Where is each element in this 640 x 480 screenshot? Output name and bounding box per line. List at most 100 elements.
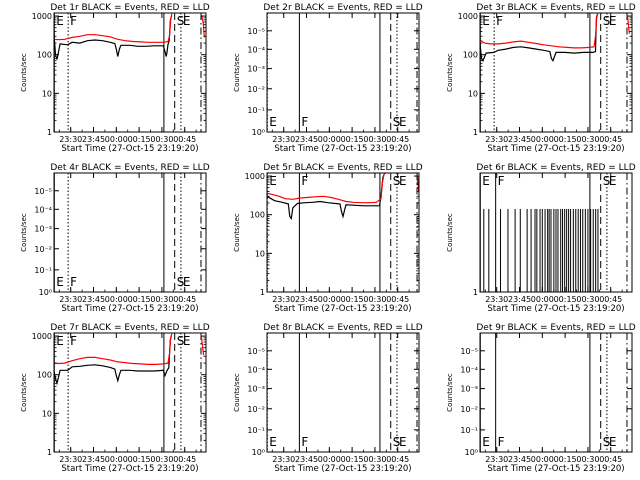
- y-tick-label: 10⁻⁴: [460, 365, 478, 374]
- y-tick-label: 1000: [32, 12, 52, 21]
- series-line-0: [53, 335, 172, 386]
- y-tick-label: 1: [260, 288, 265, 297]
- y-tick-label: 10⁻²: [34, 245, 52, 254]
- x-tick-label: 23:30: [272, 135, 295, 144]
- panel-det-7: Det 7r BLACK = Events, RED = LLD 1 10 100 10…: [20, 323, 210, 474]
- y-tick-label: 100: [250, 211, 265, 220]
- x-tick-label: 00:00: [531, 455, 554, 464]
- panel-det-4: Det 4r BLACK = Events, RED = LLD 10⁰ 10⁻¹ 1…: [20, 163, 210, 314]
- y-axis-label: Counts/sec: [233, 373, 241, 412]
- marker-label-1: F: [301, 174, 308, 188]
- y-axis-label: Counts/sec: [446, 213, 454, 252]
- y-tick-label: 10⁻¹: [460, 426, 478, 435]
- marker-label-4: E: [399, 435, 407, 449]
- y-tick-label: 10⁻³: [247, 65, 265, 74]
- x-tick-label: 00:45: [599, 455, 622, 464]
- series-line-2: [200, 14, 205, 38]
- x-axis-label: Start Time (27-Oct-15 23:19:20): [61, 304, 198, 314]
- x-axis-label: Start Time (27-Oct-15 23:19:20): [487, 464, 624, 474]
- plot-frame: [53, 172, 207, 293]
- y-axis-label: Counts/sec: [20, 53, 28, 92]
- series-line-0: [266, 174, 385, 221]
- marker-label-0: E: [56, 14, 64, 28]
- y-tick-label: 10⁻²: [247, 405, 265, 414]
- x-tick-label: 00:30: [363, 295, 386, 304]
- y-tick-label: 10⁻⁴: [247, 45, 265, 54]
- y-tick-label: 1: [47, 448, 52, 457]
- x-tick-label: 00:15: [128, 455, 151, 464]
- x-tick-label: 23:45: [295, 135, 318, 144]
- marker-label-3: S: [177, 334, 185, 348]
- y-tick-label: 10: [468, 89, 478, 98]
- panel-title: Det 3r BLACK = Events, RED = LLD: [476, 3, 635, 13]
- y-tick-label: 10⁻¹: [247, 426, 265, 435]
- marker-label-1: F: [498, 435, 505, 449]
- marker-label-4: E: [399, 115, 407, 129]
- panel-det-2: Det 2r BLACK = Events, RED = LLD 10⁰ 10⁻¹ 1…: [233, 3, 423, 154]
- panel-title: Det 4r BLACK = Events, RED = LLD: [50, 163, 209, 173]
- y-tick-label: 10⁻¹: [34, 266, 52, 275]
- x-tick-label: 00:15: [554, 135, 577, 144]
- plot-frame: [479, 172, 633, 293]
- plot-frame: [266, 172, 420, 293]
- series-line-1: [53, 13, 173, 43]
- x-tick-label: 23:30: [59, 135, 82, 144]
- y-axis-label: Counts/sec: [233, 213, 241, 252]
- marker-label-3: S: [177, 275, 185, 289]
- x-tick-label: 00:45: [386, 135, 409, 144]
- series-line-1: [53, 333, 173, 365]
- x-axis-label: Start Time (27-Oct-15 23:19:20): [61, 464, 198, 474]
- x-tick-label: 00:00: [531, 295, 554, 304]
- panel-det-9: Det 9r BLACK = Events, RED = LLD 10⁰ 10⁻¹ 1…: [446, 323, 636, 474]
- y-axis-label: Counts/sec: [233, 53, 241, 92]
- x-tick-label: 00:30: [363, 455, 386, 464]
- panel-title: Det 1r BLACK = Events, RED = LLD: [50, 3, 209, 13]
- y-tick-label: 1000: [458, 12, 478, 21]
- y-tick-label: 10⁻⁵: [460, 347, 478, 356]
- y-tick-label: 10: [42, 89, 52, 98]
- y-tick-label: 10⁻³: [34, 225, 52, 234]
- y-tick-label: 10⁻²: [460, 405, 478, 414]
- x-tick-label: 00:30: [150, 295, 173, 304]
- panel-title: Det 5r BLACK = Events, RED = LLD: [263, 163, 422, 173]
- plot-frame: [266, 332, 420, 453]
- x-tick-label: 23:45: [508, 295, 531, 304]
- marker-label-4: E: [183, 275, 191, 289]
- y-tick-label: 100: [463, 51, 478, 60]
- x-tick-label: 00:15: [341, 455, 364, 464]
- marker-label-3: S: [603, 435, 611, 449]
- panel-title: Det 8r BLACK = Events, RED = LLD: [263, 323, 422, 333]
- marker-label-0: E: [269, 174, 277, 188]
- y-tick-label: 10: [255, 249, 265, 258]
- panel-title: Det 2r BLACK = Events, RED = LLD: [263, 3, 422, 13]
- panel-det-5: Det 5r BLACK = Events, RED = LLD 1 10 100 10…: [233, 163, 423, 314]
- marker-label-4: E: [183, 334, 191, 348]
- x-tick-label: 00:15: [341, 135, 364, 144]
- x-tick-label: 00:00: [318, 135, 341, 144]
- x-tick-label: 00:15: [128, 135, 151, 144]
- x-tick-label: 23:45: [82, 135, 105, 144]
- y-tick-label: 10⁻⁵: [247, 347, 265, 356]
- x-tick-label: 00:00: [318, 295, 341, 304]
- x-tick-label: 00:15: [341, 295, 364, 304]
- y-tick-label: 100: [37, 51, 52, 60]
- marker-label-0: E: [56, 275, 64, 289]
- x-tick-label: 00:45: [386, 295, 409, 304]
- plot-frame: [266, 12, 420, 133]
- y-axis-label: Counts/sec: [446, 53, 454, 92]
- marker-label-3: S: [393, 115, 401, 129]
- x-tick-label: 00:15: [554, 295, 577, 304]
- marker-label-0: E: [269, 115, 277, 129]
- x-tick-label: 00:00: [318, 455, 341, 464]
- x-axis-label: Start Time (27-Oct-15 23:19:20): [274, 144, 411, 154]
- y-tick-label: 10⁻⁵: [247, 27, 265, 36]
- marker-label-0: E: [56, 334, 64, 348]
- x-tick-label: 23:30: [485, 295, 508, 304]
- series-line-1: [266, 172, 386, 204]
- y-tick-label: 1: [473, 288, 478, 297]
- plot-frame: [53, 12, 207, 133]
- marker-label-1: F: [498, 174, 505, 188]
- x-tick-label: 00:45: [386, 455, 409, 464]
- x-tick-label: 00:30: [363, 135, 386, 144]
- x-tick-label: 00:45: [173, 455, 196, 464]
